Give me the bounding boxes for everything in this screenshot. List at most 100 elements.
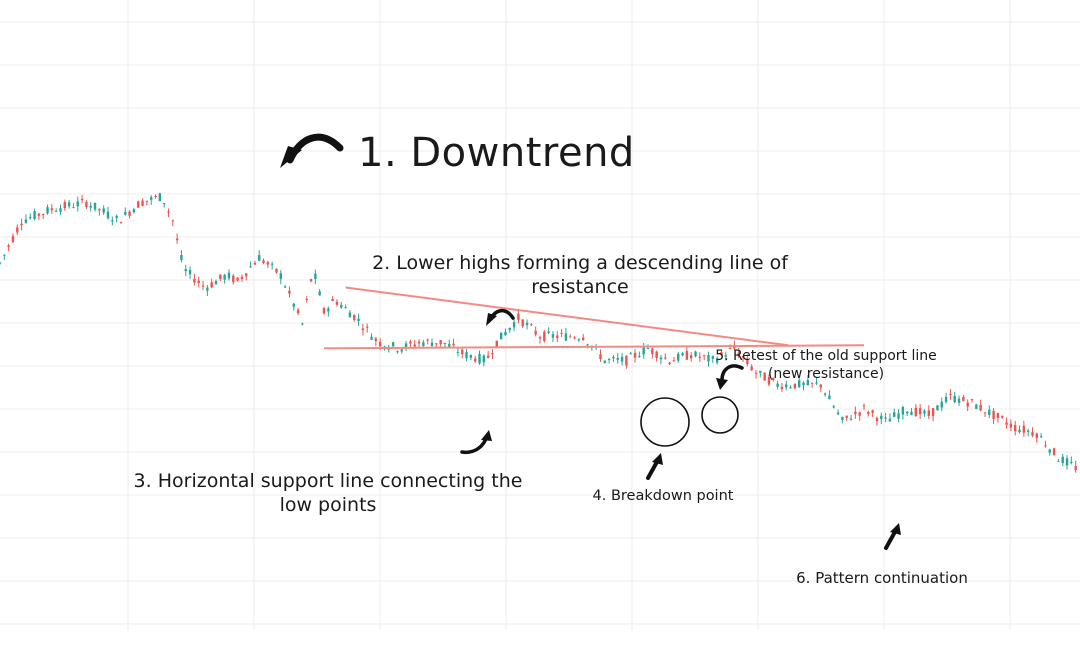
candle — [474, 355, 477, 363]
candle — [1022, 420, 1026, 437]
candle — [763, 372, 766, 381]
support-label: 3. Horizontal support line connecting th… — [120, 470, 536, 518]
candle — [258, 250, 261, 261]
candle — [793, 383, 797, 390]
candle — [940, 397, 943, 412]
retest-label-line-2: (new resistance) — [767, 365, 885, 382]
candle — [50, 204, 54, 214]
candle — [642, 342, 645, 359]
candle — [871, 409, 874, 418]
candle — [301, 322, 304, 326]
candle — [681, 352, 684, 357]
candle — [1057, 459, 1060, 462]
candle — [188, 266, 192, 279]
candle — [370, 333, 373, 340]
candle — [603, 360, 606, 364]
candle — [1061, 453, 1064, 467]
candle — [67, 199, 71, 209]
candle — [145, 200, 149, 206]
candle — [823, 392, 827, 397]
candle — [119, 221, 123, 224]
candle — [175, 233, 179, 244]
candle — [582, 333, 585, 341]
candle — [806, 375, 810, 386]
candle — [357, 313, 360, 326]
candle — [849, 414, 853, 421]
candle — [374, 336, 378, 347]
candle — [975, 403, 978, 410]
candle — [29, 213, 32, 220]
candle — [983, 412, 987, 417]
candle — [867, 410, 870, 417]
candle — [89, 202, 92, 212]
candle — [16, 224, 19, 236]
candle — [266, 260, 270, 268]
candle — [33, 208, 36, 221]
candle — [1044, 440, 1047, 448]
candle — [988, 405, 991, 419]
candle — [504, 328, 507, 336]
candle — [508, 327, 511, 333]
candle — [970, 398, 974, 403]
curved-arrow-icon — [716, 364, 744, 390]
candle — [111, 216, 114, 226]
candle — [37, 212, 41, 221]
resistance-label-line-1: 2. Lower highs forming a descending line… — [372, 252, 788, 274]
candle — [249, 261, 252, 268]
candle — [664, 353, 667, 360]
candle — [1031, 427, 1034, 438]
candle — [737, 347, 740, 358]
candle — [957, 395, 961, 406]
candle — [482, 354, 486, 367]
candle — [396, 350, 399, 354]
candle — [59, 204, 62, 216]
candle — [80, 194, 84, 204]
candle — [344, 304, 347, 309]
candle — [335, 299, 339, 307]
continuation-label: 6. Pattern continuation — [796, 569, 968, 587]
candle — [556, 331, 559, 343]
candle — [530, 323, 533, 326]
candle — [115, 214, 118, 223]
candle — [296, 307, 300, 316]
candle — [845, 415, 848, 422]
candle — [698, 352, 702, 362]
candle — [949, 388, 952, 400]
candle — [1065, 455, 1069, 470]
candle — [996, 412, 1000, 423]
candle — [452, 338, 455, 347]
candle — [331, 296, 334, 302]
candle — [936, 404, 939, 411]
candle — [569, 334, 572, 338]
candle — [966, 399, 969, 412]
candle — [538, 335, 542, 344]
candle — [499, 332, 503, 340]
candle — [1074, 460, 1077, 473]
support-line — [323, 344, 865, 350]
candle — [42, 213, 45, 220]
candle — [992, 408, 995, 424]
candle — [366, 323, 369, 333]
candle — [54, 208, 58, 213]
candle — [547, 327, 550, 335]
candle — [154, 194, 157, 199]
candle — [1039, 433, 1043, 438]
candle — [201, 280, 205, 291]
candle — [923, 409, 926, 417]
candle — [1026, 428, 1030, 437]
resistance-label: 2. Lower highs forming a descending line… — [360, 252, 800, 300]
candle — [469, 354, 473, 361]
candle — [685, 346, 689, 361]
candle — [651, 347, 654, 359]
candle — [0, 261, 2, 265]
candle — [633, 349, 637, 363]
candle — [901, 405, 905, 420]
candle — [560, 329, 563, 338]
candle — [72, 203, 75, 209]
candle — [521, 318, 524, 329]
candle — [417, 339, 421, 349]
candle — [309, 278, 313, 283]
candle — [620, 352, 624, 366]
candle — [828, 390, 831, 400]
candle — [137, 200, 140, 208]
